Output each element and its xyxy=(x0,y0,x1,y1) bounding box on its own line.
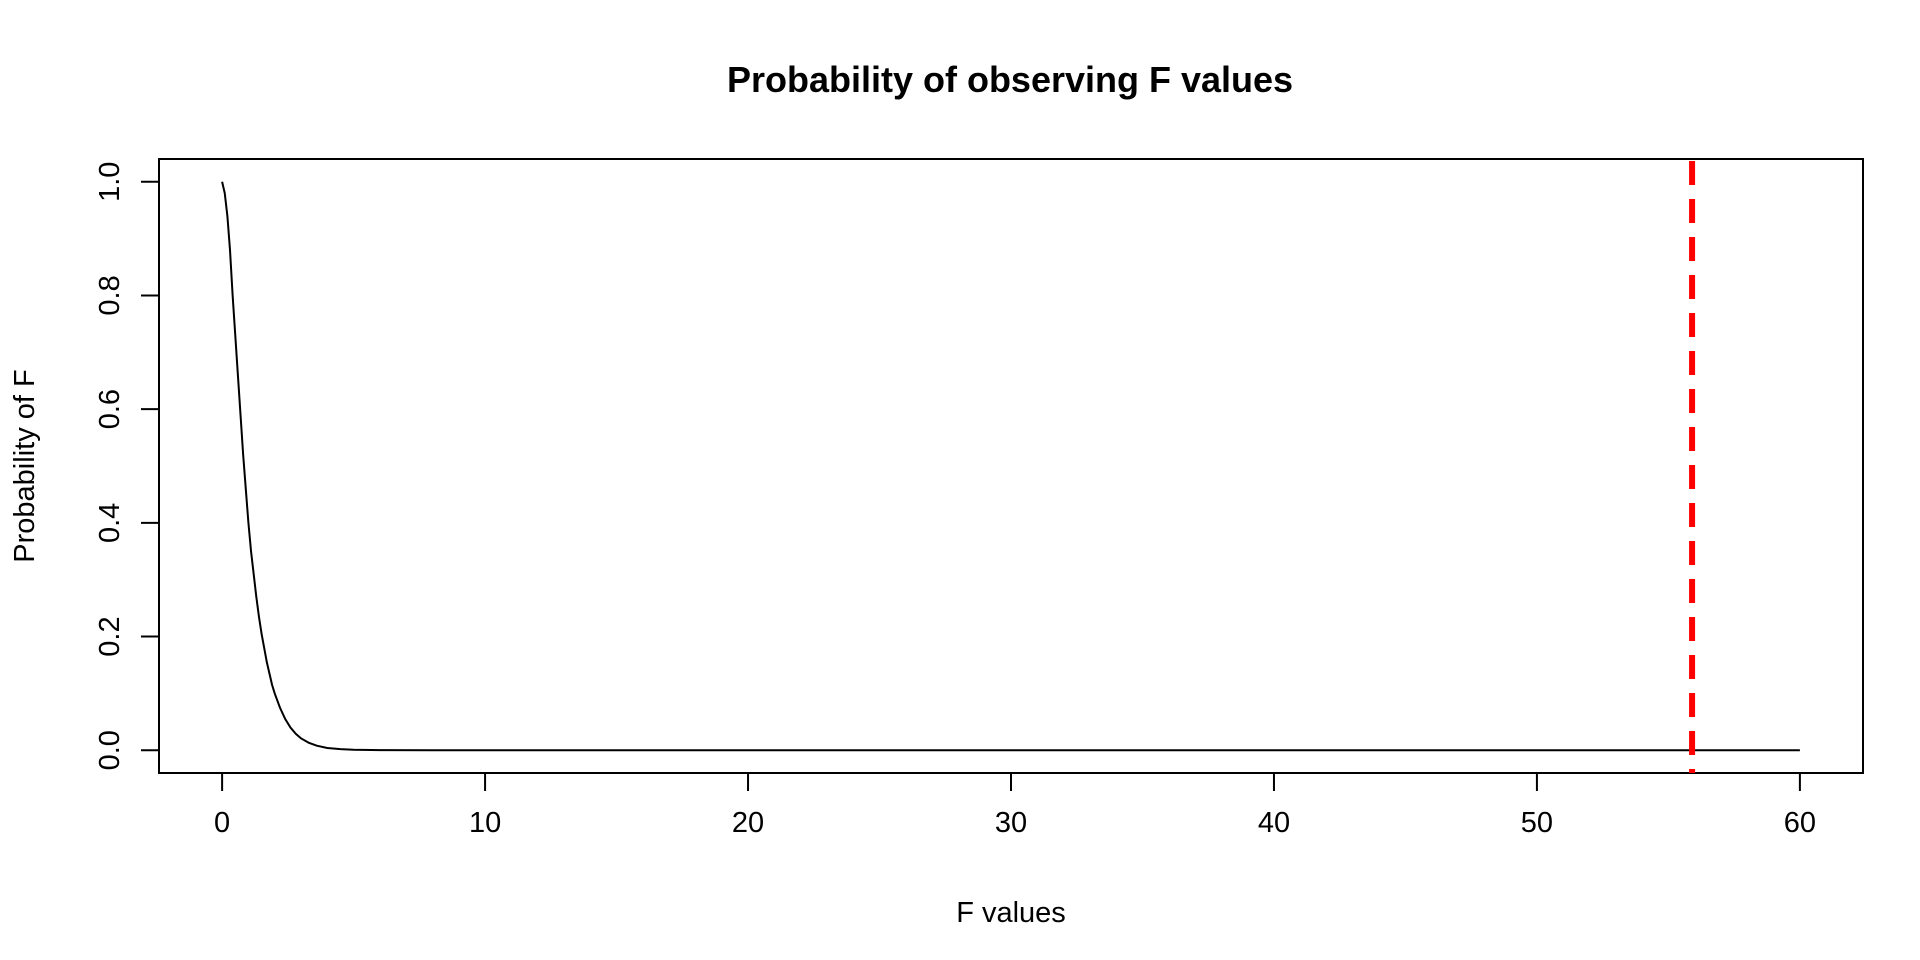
y-tick-label: 0.6 xyxy=(94,389,126,429)
y-axis-title: Probability of F xyxy=(9,369,41,562)
y-axis: 0.0 0.2 0.4 0.6 0.8 1.0 xyxy=(94,162,160,770)
y-tick-label: 0.8 xyxy=(94,275,126,315)
x-tick-label: 10 xyxy=(469,807,501,839)
x-tick-label: 50 xyxy=(1521,807,1553,839)
y-tick-label: 0.0 xyxy=(94,730,126,770)
y-tick-label: 0.2 xyxy=(94,616,126,656)
y-tick-label: 0.4 xyxy=(94,503,126,543)
chart-title: Probability of observing F values xyxy=(727,59,1293,100)
x-tick-label: 30 xyxy=(995,807,1027,839)
x-tick-label: 0 xyxy=(214,807,230,839)
x-tick-label: 20 xyxy=(732,807,764,839)
x-tick-label: 40 xyxy=(1258,807,1290,839)
y-tick-label: 1.0 xyxy=(94,162,126,202)
x-axis: 0 10 20 30 40 50 60 xyxy=(214,772,1816,839)
x-tick-label: 60 xyxy=(1784,807,1816,839)
x-axis-title: F values xyxy=(956,897,1066,929)
series-line xyxy=(221,181,1800,752)
plot-area-border xyxy=(158,158,1864,774)
